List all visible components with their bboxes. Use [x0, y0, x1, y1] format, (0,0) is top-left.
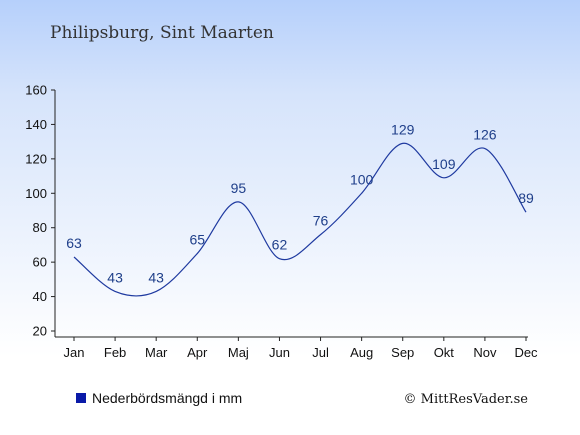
data-label: 65: [189, 232, 205, 248]
x-tick-label: Aug: [350, 345, 373, 360]
copyright-text: © MittResVader.se: [404, 392, 529, 407]
series-line-precipitation: [73, 142, 527, 297]
legend-marker: [76, 393, 86, 403]
data-label: 62: [272, 237, 288, 253]
data-label: 43: [148, 269, 164, 285]
data-label: 126: [473, 127, 497, 143]
y-tick-label: 160: [25, 83, 47, 98]
x-tick-label: Okt: [434, 345, 455, 360]
data-label: 109: [432, 156, 456, 172]
x-tick-label: Sep: [391, 345, 414, 360]
data-label: 63: [66, 235, 82, 251]
y-tick-label: 40: [33, 289, 47, 304]
y-tick-label: 20: [33, 324, 47, 339]
data-labels: 63 43 43 65 95 62 76 100 129 109 126 89: [66, 121, 534, 285]
x-tick-label: Jan: [64, 345, 85, 360]
x-tick-label: Apr: [187, 345, 208, 360]
x-tick-label: Mar: [145, 345, 168, 360]
y-tick-label: 120: [25, 151, 47, 166]
y-tick-label: 140: [25, 117, 47, 132]
axes: 20 40 60 80 100 120 140 160 Jan Feb Mar Apr Maj Jun Ju…: [25, 83, 538, 361]
y-tick-label: 60: [33, 255, 47, 270]
series-group: [73, 142, 527, 297]
legend-label: Nederbördsmängd i mm: [92, 390, 242, 406]
chart-title: Philipsburg, Sint Maarten: [50, 23, 274, 43]
x-tick-label: Maj: [228, 345, 249, 360]
x-tick-label: Jul: [312, 345, 329, 360]
data-label: 89: [518, 190, 534, 206]
data-label: 76: [313, 213, 329, 229]
y-tick-label: 80: [33, 220, 47, 235]
x-tick-label: Nov: [473, 345, 497, 360]
data-label: 129: [391, 121, 415, 137]
data-label: 43: [107, 269, 123, 285]
y-tick-label: 100: [25, 186, 47, 201]
x-tick-label: Dec: [514, 345, 538, 360]
x-tick-label: Feb: [104, 345, 126, 360]
data-label: 100: [350, 171, 374, 187]
x-tick-label: Jun: [269, 345, 290, 360]
data-label: 95: [231, 180, 247, 196]
